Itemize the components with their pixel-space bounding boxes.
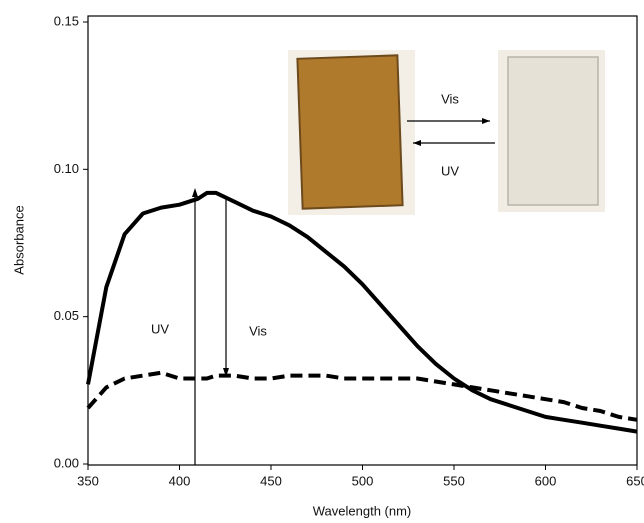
arrow-head — [482, 118, 490, 124]
y-axis-label: Absorbance — [11, 205, 26, 274]
bleached-film — [507, 56, 599, 206]
x-tick-label: 450 — [260, 473, 282, 488]
arrow-head — [192, 188, 198, 197]
inset-photos — [288, 50, 605, 215]
x-axis-label: Wavelength (nm) — [313, 503, 412, 518]
annotation: UV — [151, 321, 169, 336]
colored-film — [296, 54, 404, 210]
x-tick-label: 550 — [443, 473, 465, 488]
x-tick-label: 650 — [626, 473, 644, 488]
y-tick-label: 0.00 — [54, 455, 79, 470]
y-tick-label: 0.10 — [54, 161, 79, 176]
data-line — [86, 190, 638, 434]
x-tick-label: 400 — [169, 473, 191, 488]
y-tick-label: 0.15 — [54, 13, 79, 28]
x-tick-label: 600 — [535, 473, 557, 488]
annotation: UV — [441, 163, 459, 178]
arrow-head — [413, 140, 421, 146]
annotation: Vis — [249, 323, 267, 338]
x-tick-label: 350 — [77, 473, 99, 488]
annotation: Vis — [441, 91, 459, 106]
data-line — [86, 370, 638, 422]
x-tick-label: 500 — [352, 473, 374, 488]
arrow-head — [223, 368, 229, 377]
y-tick-label: 0.05 — [54, 308, 79, 323]
